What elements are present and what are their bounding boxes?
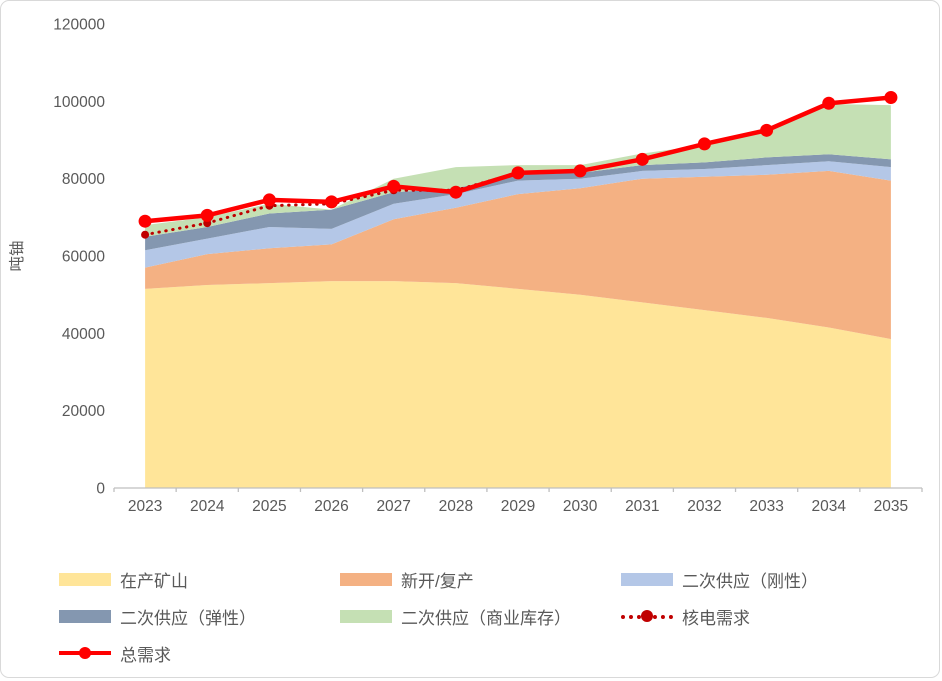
marker-total-demand (449, 185, 463, 199)
marker-dot-icon (79, 647, 91, 659)
legend-label-secondary-elastic: 二次供应（弹性） (120, 608, 256, 628)
legend-swatch-secondary-elastic (59, 609, 111, 623)
marker-total-demand (387, 179, 401, 193)
x-axis-tick-label: 2031 (625, 498, 659, 515)
y-axis-tick-label: 60000 (62, 249, 105, 266)
y-axis-tick-label: 20000 (62, 403, 105, 420)
x-axis-tick-label: 2028 (439, 498, 473, 515)
legend-label-nuclear-demand: 核电需求 (682, 608, 750, 628)
legend-item-nuclear-demand: 核电需求 (621, 604, 921, 628)
x-axis-tick-label: 2034 (812, 498, 847, 515)
marker-dot-icon (641, 610, 653, 622)
marker-total-demand (573, 164, 587, 178)
legend-item-secondary-elastic: 二次供应（弹性） (59, 604, 340, 628)
legend-swatch-secondary-inventory (340, 609, 392, 623)
x-axis-tick-label: 2023 (128, 498, 162, 515)
y-axis-tick-label: 40000 (62, 326, 105, 343)
legend-swatch-new-restart (340, 572, 392, 586)
marker-nuclear-demand (141, 230, 150, 239)
marker-total-demand (884, 90, 898, 104)
x-axis-tick-label: 2035 (874, 498, 908, 515)
legend-label-producing-mines: 在产矿山 (120, 571, 188, 591)
marker-total-demand (635, 152, 649, 166)
x-axis-tick-label: 2026 (314, 498, 348, 515)
legend-label-new-restart: 新开/复产 (401, 571, 474, 591)
x-axis-tick-label: 2029 (501, 498, 535, 515)
y-axis-tick-label: 120000 (53, 17, 105, 34)
area-new-restart (145, 170, 891, 340)
marker-total-demand (138, 214, 152, 228)
y-axis-tick-label: 0 (96, 481, 105, 498)
x-axis-tick-label: 2024 (190, 498, 225, 515)
x-axis-tick-label: 2033 (749, 498, 783, 515)
legend-swatch-total-demand (59, 646, 111, 660)
legend-item-total-demand: 总需求 (59, 641, 340, 665)
x-axis-tick-label: 2030 (563, 498, 598, 515)
marker-total-demand (822, 96, 836, 110)
marker-total-demand (262, 193, 276, 207)
area-secondary-elastic (145, 154, 891, 251)
legend-item-secondary-rigid: 二次供应（刚性） (621, 567, 921, 591)
legend-item-producing-mines: 在产矿山 (59, 567, 340, 591)
area-producing-mines (145, 281, 891, 488)
y-axis-tick-label: 80000 (62, 171, 105, 188)
legend-label-secondary-rigid: 二次供应（刚性） (682, 571, 818, 591)
marker-total-demand (511, 166, 525, 180)
legend-label-secondary-inventory: 二次供应（商业库存） (401, 608, 571, 628)
marker-total-demand (760, 123, 774, 137)
legend-swatch-producing-mines (59, 572, 111, 586)
x-axis-tick-label: 2025 (252, 498, 286, 515)
marker-total-demand (200, 208, 214, 222)
legend-item-new-restart: 新开/复产 (340, 567, 621, 591)
legend-label-total-demand: 总需求 (120, 645, 171, 665)
legend-item-secondary-inventory: 二次供应（商业库存） (340, 604, 621, 628)
y-axis-title: 吨铀 (8, 240, 26, 271)
chart-legend: 在产矿山 新开/复产 二次供应（刚性） 二次供应（弹性） 二次供应（商业库存） 核电需求总… (59, 567, 921, 665)
legend-swatch-secondary-rigid (621, 572, 673, 586)
y-axis-tick-label: 100000 (53, 94, 105, 111)
legend-swatch-nuclear-demand (621, 609, 673, 623)
marker-total-demand (325, 195, 339, 209)
area-secondary-rigid (145, 161, 891, 268)
x-axis-tick-label: 2027 (376, 498, 410, 515)
x-axis-tick-label: 2032 (687, 498, 721, 515)
marker-total-demand (697, 137, 711, 151)
